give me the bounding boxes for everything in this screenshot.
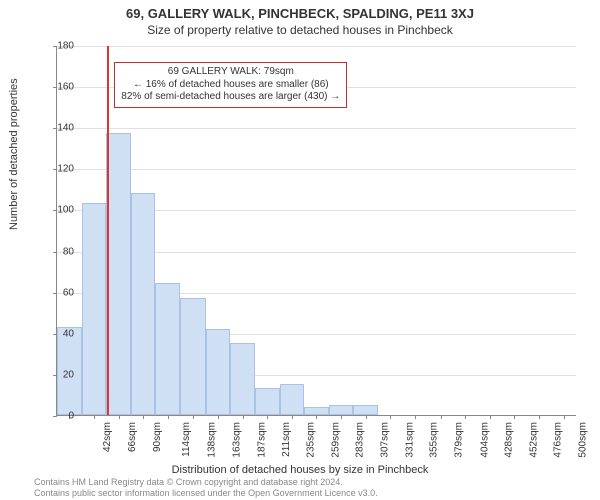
xtick-label: 331sqm bbox=[404, 422, 415, 458]
xtick-label: 90sqm bbox=[152, 422, 163, 452]
xtick-mark bbox=[539, 415, 540, 419]
xtick-mark bbox=[292, 415, 293, 419]
page-title: 69, GALLERY WALK, PINCHBECK, SPALDING, P… bbox=[0, 6, 600, 21]
histogram-bar bbox=[82, 203, 107, 415]
xtick-mark bbox=[193, 415, 194, 419]
xtick-label: 211sqm bbox=[280, 422, 291, 457]
xtick-label: 428sqm bbox=[504, 422, 515, 458]
xtick-mark bbox=[564, 415, 565, 419]
xtick-mark bbox=[168, 415, 169, 419]
histogram-chart: 42sqm66sqm90sqm114sqm138sqm163sqm187sqm2… bbox=[56, 46, 576, 416]
histogram-bar bbox=[255, 388, 280, 415]
xtick-label: 259sqm bbox=[330, 422, 341, 458]
annotation-line: ← 16% of detached houses are smaller (86… bbox=[121, 79, 340, 92]
attribution-footer: Contains HM Land Registry data © Crown c… bbox=[34, 477, 378, 498]
histogram-bar bbox=[131, 193, 156, 415]
ytick-label: 0 bbox=[44, 411, 74, 422]
xtick-label: 163sqm bbox=[232, 422, 243, 458]
ytick-label: 80 bbox=[44, 246, 74, 257]
xtick-mark bbox=[267, 415, 268, 419]
xtick-mark bbox=[490, 415, 491, 419]
plot-area: 42sqm66sqm90sqm114sqm138sqm163sqm187sqm2… bbox=[56, 46, 576, 416]
ytick-label: 100 bbox=[44, 205, 74, 216]
xtick-mark bbox=[514, 415, 515, 419]
annotation-line: 82% of semi-detached houses are larger (… bbox=[121, 91, 340, 104]
histogram-bar bbox=[329, 405, 354, 415]
xtick-mark bbox=[415, 415, 416, 419]
footer-line-2: Contains public sector information licen… bbox=[34, 488, 378, 498]
histogram-bar bbox=[304, 407, 329, 415]
gridline bbox=[57, 46, 576, 47]
xtick-mark bbox=[218, 415, 219, 419]
gridline bbox=[57, 169, 576, 170]
xtick-label: 379sqm bbox=[454, 422, 465, 458]
xtick-mark bbox=[243, 415, 244, 419]
annotation-line: 69 GALLERY WALK: 79sqm bbox=[121, 66, 340, 79]
reference-line bbox=[107, 46, 109, 415]
ytick-label: 180 bbox=[44, 41, 74, 52]
xtick-mark bbox=[94, 415, 95, 419]
xtick-label: 404sqm bbox=[479, 422, 490, 458]
ytick-label: 40 bbox=[44, 328, 74, 339]
histogram-bar bbox=[353, 405, 378, 415]
annotation-box: 69 GALLERY WALK: 79sqm← 16% of detached … bbox=[114, 62, 347, 108]
x-axis-title: Distribution of detached houses by size … bbox=[0, 464, 600, 476]
footer-line-1: Contains HM Land Registry data © Crown c… bbox=[34, 477, 378, 487]
xtick-mark bbox=[341, 415, 342, 419]
xtick-mark bbox=[465, 415, 466, 419]
gridline bbox=[57, 128, 576, 129]
xtick-mark bbox=[390, 415, 391, 419]
histogram-bar bbox=[180, 298, 206, 415]
histogram-bar bbox=[106, 133, 131, 415]
xtick-label: 187sqm bbox=[257, 422, 268, 458]
xtick-label: 355sqm bbox=[429, 422, 440, 458]
xtick-label: 138sqm bbox=[206, 422, 217, 458]
xtick-label: 283sqm bbox=[355, 422, 366, 458]
xtick-mark bbox=[366, 415, 367, 419]
xtick-mark bbox=[119, 415, 120, 419]
xtick-label: 42sqm bbox=[102, 422, 113, 452]
xtick-label: 307sqm bbox=[380, 422, 391, 458]
xtick-mark bbox=[316, 415, 317, 419]
histogram-bar bbox=[206, 329, 231, 415]
xtick-label: 500sqm bbox=[578, 422, 589, 458]
y-axis-title: Number of detached properties bbox=[8, 78, 20, 230]
page-subtitle: Size of property relative to detached ho… bbox=[0, 23, 600, 37]
histogram-bar bbox=[280, 384, 305, 415]
xtick-mark bbox=[143, 415, 144, 419]
ytick-label: 120 bbox=[44, 164, 74, 175]
ytick-label: 160 bbox=[44, 82, 74, 93]
xtick-label: 66sqm bbox=[127, 422, 138, 452]
histogram-bar bbox=[230, 343, 255, 415]
ytick-label: 140 bbox=[44, 123, 74, 134]
ytick-label: 20 bbox=[44, 369, 74, 380]
xtick-label: 235sqm bbox=[306, 422, 317, 458]
ytick-label: 60 bbox=[44, 287, 74, 298]
xtick-label: 114sqm bbox=[181, 422, 192, 457]
xtick-label: 452sqm bbox=[528, 422, 539, 458]
xtick-mark bbox=[441, 415, 442, 419]
xtick-label: 476sqm bbox=[553, 422, 564, 458]
histogram-bar bbox=[155, 283, 180, 415]
